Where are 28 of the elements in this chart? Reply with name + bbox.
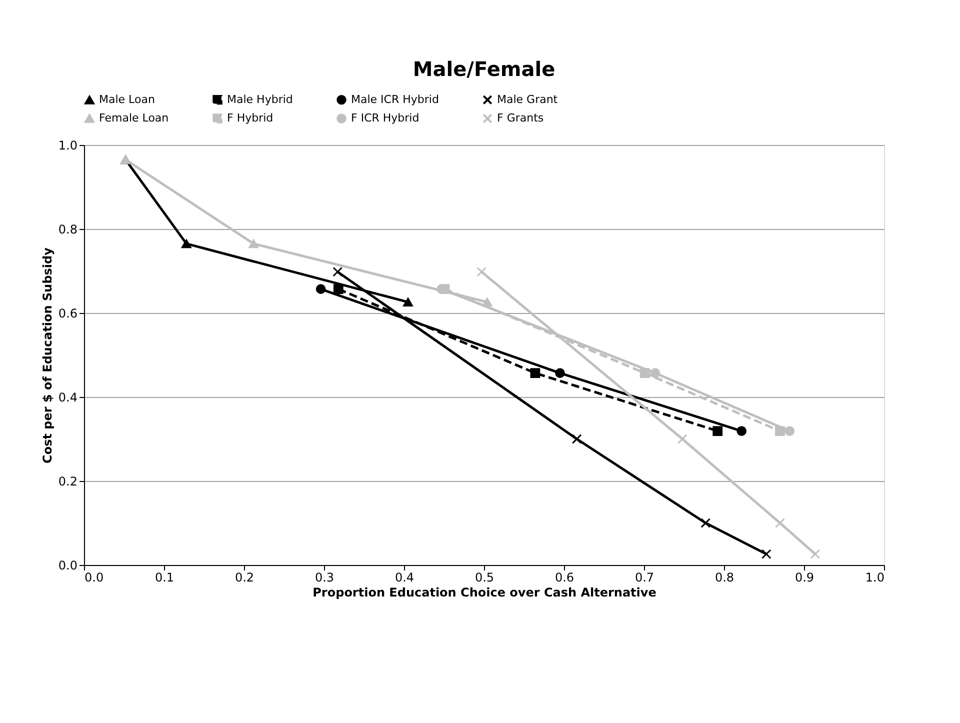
y-tick-label: 1.0 xyxy=(58,138,78,152)
x-axis-title: Proportion Education Choice over Cash Alternative xyxy=(312,586,656,600)
y-axis-title: Cost per $ of Education Subsidy xyxy=(40,247,54,464)
x-tick-label: 0.4 xyxy=(394,570,414,584)
legend-label: F Hybrid xyxy=(227,112,274,124)
x-tick-label: 0.1 xyxy=(154,570,174,584)
x-tick-label: 0.3 xyxy=(314,570,334,584)
y-tick-label: 0.0 xyxy=(58,558,78,572)
legend-label: Male ICR Hybrid xyxy=(351,92,439,106)
x-tick-label: 0.6 xyxy=(554,570,574,584)
legend-label: Male Loan xyxy=(99,93,155,106)
y-tick-label: 0.6 xyxy=(58,306,78,320)
x-tick-label: 0.5 xyxy=(474,570,494,584)
y-tick-label: 0.2 xyxy=(58,474,78,488)
y-tick-label: 0.8 xyxy=(58,222,78,236)
legend-label: Male Grant xyxy=(497,92,558,106)
x-tick-label: 1.0 xyxy=(865,570,884,584)
legend-label: Female Loan xyxy=(99,112,169,124)
y-tick-label: 0.4 xyxy=(58,390,78,404)
x-tick-label: 0.9 xyxy=(794,570,814,584)
legend-label: Male Hybrid xyxy=(227,92,293,106)
x-tick-label: 0.2 xyxy=(234,570,254,584)
chart-title: Male/Female xyxy=(412,57,556,81)
x-tick-label: 0.0 xyxy=(84,570,104,584)
legend-label: F ICR Hybrid xyxy=(351,112,420,124)
x-tick-label: 0.8 xyxy=(714,570,734,584)
legend-label: F Grants xyxy=(497,112,544,124)
x-tick-label: 0.7 xyxy=(634,570,654,584)
